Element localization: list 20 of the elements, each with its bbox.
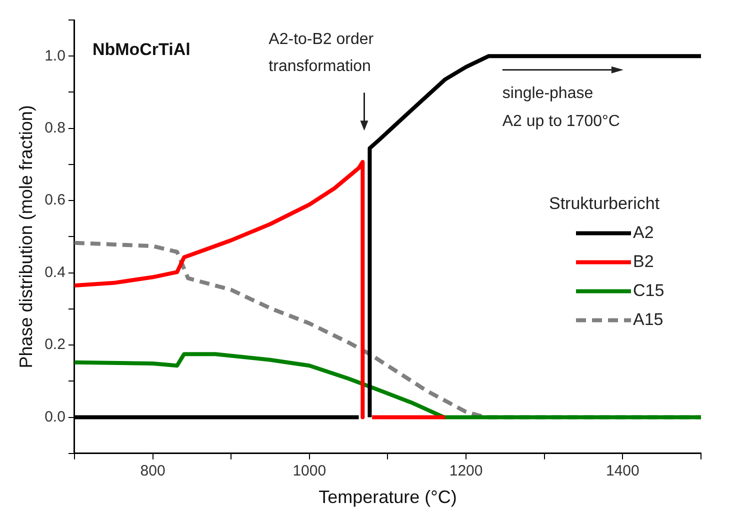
- legend-label: A15: [633, 310, 664, 329]
- legend-label: C15: [633, 280, 664, 300]
- y-tick-label: 0.8: [44, 119, 66, 136]
- x-tick-label: 800: [140, 462, 166, 480]
- x-tick-label: 1200: [449, 462, 483, 480]
- y-tick-label: 0.2: [44, 336, 66, 354]
- y-axis-title: Phase distribution (mole fraction): [16, 105, 36, 368]
- x-tick-label: 1400: [606, 462, 640, 480]
- annotation: single-phase A2 up to 1700°C: [502, 84, 620, 130]
- legend-label: A2: [633, 222, 654, 242]
- legend-title: Strukturbericht: [549, 194, 660, 213]
- annotation: A2-to-B2 order transformation: [268, 30, 374, 75]
- y-tick-label: 0.0: [44, 408, 66, 426]
- x-tick-label: 1000: [292, 462, 326, 480]
- y-tick-label: 1.0: [44, 47, 66, 64]
- text: NbMoCrTiAl: [92, 40, 190, 60]
- x-axis-title: Temperature (°C): [318, 487, 457, 508]
- legend-label: B2: [633, 252, 654, 271]
- y-tick-label: 0.4: [44, 264, 66, 281]
- y-tick-label: 0.6: [44, 192, 66, 209]
